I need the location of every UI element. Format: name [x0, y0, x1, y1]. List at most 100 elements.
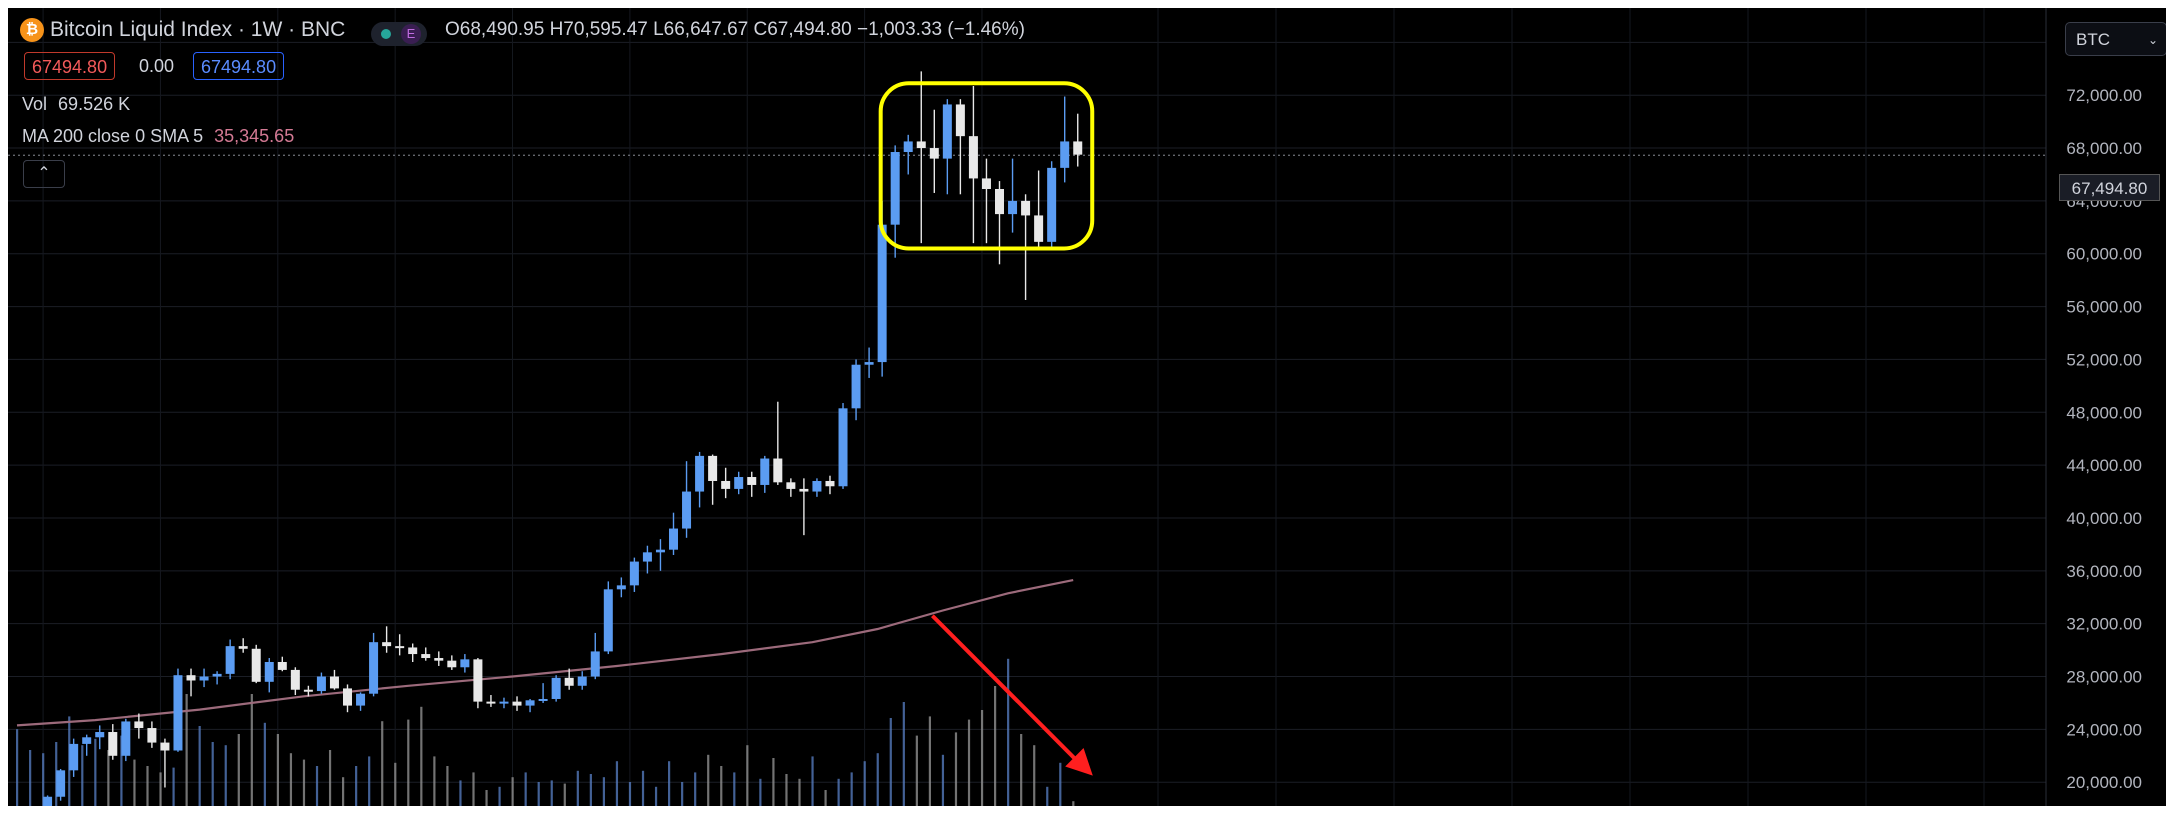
last-price-line [818, 154, 820, 156]
volume-bar [837, 778, 840, 806]
candle-body [160, 742, 170, 751]
last-price-line [308, 154, 310, 156]
last-price-line [98, 154, 100, 156]
buy-price-badge[interactable]: 67494.80 [193, 52, 285, 80]
candle [160, 738, 170, 788]
last-price-line [1458, 154, 1460, 156]
candle [369, 632, 379, 697]
last-price-line [753, 154, 755, 156]
last-price-line [1798, 154, 1800, 156]
volume-bar [511, 777, 514, 806]
volume-bar [198, 726, 201, 806]
candle-body [955, 104, 965, 137]
volume-bar [563, 783, 566, 806]
last-price-line [433, 154, 435, 156]
candle-body [812, 480, 822, 492]
volume-bar [185, 694, 188, 806]
last-price-line [833, 154, 835, 156]
last-price-line [1618, 154, 1620, 156]
candle-body [838, 408, 848, 487]
last-price-line [173, 154, 175, 156]
last-price-line [1658, 154, 1660, 156]
last-price-line [1853, 154, 1855, 156]
last-price-line [1088, 154, 1090, 156]
candle-body [799, 488, 809, 492]
last-price-line [603, 154, 605, 156]
candle-body [981, 178, 991, 190]
candle-body [877, 224, 887, 363]
last-price-line [1513, 154, 1515, 156]
last-price-line [1198, 154, 1200, 156]
candle-body [277, 661, 287, 670]
last-price-line [1038, 154, 1040, 156]
last-price-line [498, 154, 500, 156]
candle [825, 475, 835, 495]
candle-body [43, 796, 53, 806]
last-price-line [1753, 154, 1755, 156]
symbol-title[interactable]: Bitcoin Liquid Index · 1W · BNC [50, 18, 346, 41]
candle [812, 478, 822, 497]
last-price-line [648, 154, 650, 156]
candle [864, 347, 874, 378]
candle [486, 695, 496, 707]
candle-body [486, 701, 496, 704]
last-price-line [1298, 154, 1300, 156]
last-price-line [1828, 154, 1830, 156]
last-price-line [1803, 154, 1805, 156]
collapse-indicators-button[interactable]: ⌃ [23, 160, 65, 188]
last-price-line [528, 154, 530, 156]
last-price-line [1758, 154, 1760, 156]
candle-body [669, 528, 678, 550]
last-price-line [1363, 154, 1365, 156]
last-price-line [543, 154, 545, 156]
last-price-line [1903, 154, 1905, 156]
arrow-head-icon [1065, 748, 1093, 776]
candlestick-chart[interactable]: 76,000.0072,000.0068,000.0064,000.0060,0… [8, 8, 2166, 806]
last-price-line [548, 154, 550, 156]
chart-panel[interactable]: 76,000.0072,000.0068,000.0064,000.0060,0… [8, 8, 2166, 806]
last-price-line [1333, 154, 1335, 156]
last-price-line [823, 154, 825, 156]
candle-body [995, 189, 1004, 215]
candle-body [316, 676, 326, 692]
candle [760, 455, 770, 493]
last-price-line [1288, 154, 1290, 156]
last-price-line [1368, 154, 1370, 156]
last-price-line [1543, 154, 1545, 156]
sell-price-badge[interactable]: 67494.80 [24, 52, 116, 80]
volume-label: Vol [22, 94, 48, 114]
last-price-line [1353, 154, 1355, 156]
last-price-line [788, 154, 790, 156]
volume-bar [485, 790, 488, 806]
candle-body [56, 770, 66, 797]
volume-bar [772, 758, 775, 806]
volume-bar [302, 759, 306, 806]
volume-bar [733, 772, 736, 806]
price-axis[interactable]: 76,000.0072,000.0068,000.0064,000.0060,0… [2045, 8, 2142, 806]
volume-bar [694, 772, 697, 806]
last-price-line [1338, 154, 1340, 156]
last-price-line [1008, 154, 1010, 156]
candles [43, 71, 1083, 806]
last-price-line [1498, 154, 1500, 156]
candle [903, 134, 913, 175]
candle-body [303, 689, 313, 692]
volume-bar [759, 778, 762, 806]
candle-body [734, 477, 744, 489]
last-price-line [1588, 154, 1590, 156]
candle [199, 668, 209, 688]
volume-bar [107, 750, 110, 806]
candle [786, 478, 796, 497]
last-price-line [2018, 154, 2020, 156]
last-price-line [1778, 154, 1780, 156]
candle [473, 658, 483, 709]
last-price-line [843, 154, 845, 156]
y-tick-label: 24,000.00 [2066, 720, 2142, 739]
market-status-pill[interactable]: E [371, 22, 427, 46]
last-price-line [1253, 154, 1255, 156]
candle [1073, 113, 1083, 167]
symbol-select[interactable]: BTC ⌄ [2065, 22, 2166, 56]
volume-bar [1033, 745, 1036, 806]
last-price-line [1603, 154, 1605, 156]
last-price-line [1553, 154, 1555, 156]
